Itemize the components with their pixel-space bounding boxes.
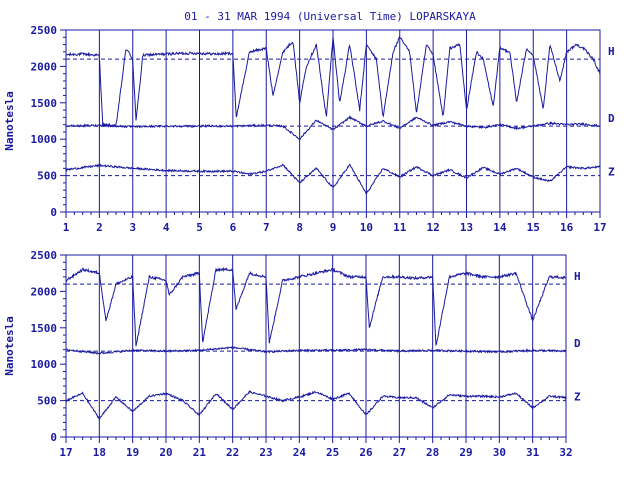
x-tick-label: 32 <box>559 446 572 459</box>
x-tick-label: 12 <box>427 221 440 234</box>
y-tick-label: 2000 <box>31 285 58 298</box>
x-tick-label: 22 <box>226 446 239 459</box>
x-tick-label: 14 <box>493 221 507 234</box>
y-tick-label: 0 <box>50 206 57 219</box>
y-tick-label: 1000 <box>31 358 58 371</box>
y-tick-label: 2500 <box>31 249 58 262</box>
series-z-line <box>65 163 601 195</box>
x-tick-label: 19 <box>126 446 139 459</box>
y-tick-label: 1500 <box>31 97 58 110</box>
x-tick-label: 27 <box>393 446 406 459</box>
component-label-h: H <box>574 270 581 283</box>
series-z-line <box>65 389 567 422</box>
x-tick-label: 30 <box>493 446 506 459</box>
x-tick-label: 9 <box>330 221 337 234</box>
x-tick-label: 21 <box>193 446 207 459</box>
panels: 1 2 3 4 5 6 7 8 9 10 11 12 13 14 15 16 17050010001500200… <box>3 24 615 459</box>
x-tick-label: 25 <box>326 446 339 459</box>
x-tick-label: 20 <box>159 446 172 459</box>
x-tick-label: 4 <box>163 221 170 234</box>
x-tick-label: 18 <box>93 446 106 459</box>
plot-frame <box>65 254 567 438</box>
x-tick-label: 28 <box>426 446 439 459</box>
component-label-d: D <box>608 112 615 125</box>
y-tick-label: 2000 <box>31 60 58 73</box>
x-tick-label: 10 <box>360 221 373 234</box>
chart-title: 01 - 31 MAR 1994 (Universal Time) LOPARS… <box>184 10 476 23</box>
x-tick-label: 8 <box>296 221 303 234</box>
panel-1: 1 2 3 4 5 6 7 8 9 10 11 12 13 14 15 16 17050010001500200… <box>3 24 615 234</box>
component-label-z: Z <box>608 166 615 179</box>
series-d-line <box>65 345 567 355</box>
x-tick-label: 13 <box>460 221 473 234</box>
x-tick-label: 17 <box>593 221 606 234</box>
x-tick-label: 7 <box>263 221 270 234</box>
x-tick-label: 23 <box>259 446 272 459</box>
x-tick-label: 29 <box>459 446 472 459</box>
x-tick-label: 26 <box>359 446 373 459</box>
series-h-line <box>65 266 567 347</box>
x-tick-label: 15 <box>527 221 540 234</box>
x-tick-label: 3 <box>129 221 136 234</box>
y-tick-label: 500 <box>37 395 57 408</box>
component-label-z: Z <box>574 391 581 404</box>
y-axis-label: Nanotesla <box>3 91 16 151</box>
series-h-line <box>65 35 601 129</box>
y-tick-label: 2500 <box>31 24 58 37</box>
x-tick-label: 6 <box>230 221 237 234</box>
y-axis-label: Nanotesla <box>3 316 16 376</box>
x-tick-label: 5 <box>196 221 203 234</box>
x-tick-label: 16 <box>560 221 574 234</box>
panel-2: 17 18 19 20 21 22 23 24 25 26 27 28 29 30 31 32 0 500 1000… <box>3 249 581 459</box>
x-tick-label: 17 <box>59 446 72 459</box>
x-tick-label: 31 <box>526 446 540 459</box>
y-tick-label: 500 <box>37 170 57 183</box>
series-d-line <box>65 115 601 141</box>
y-tick-label: 0 <box>50 431 57 444</box>
x-tick-label: 11 <box>393 221 407 234</box>
x-tick-label: 24 <box>293 446 307 459</box>
component-label-h: H <box>608 45 615 58</box>
y-tick-label: 1500 <box>31 322 58 335</box>
x-tick-label: 2 <box>96 221 103 234</box>
y-tick-label: 1000 <box>31 133 58 146</box>
x-tick-label: 1 <box>63 221 70 234</box>
component-label-d: D <box>574 337 581 350</box>
